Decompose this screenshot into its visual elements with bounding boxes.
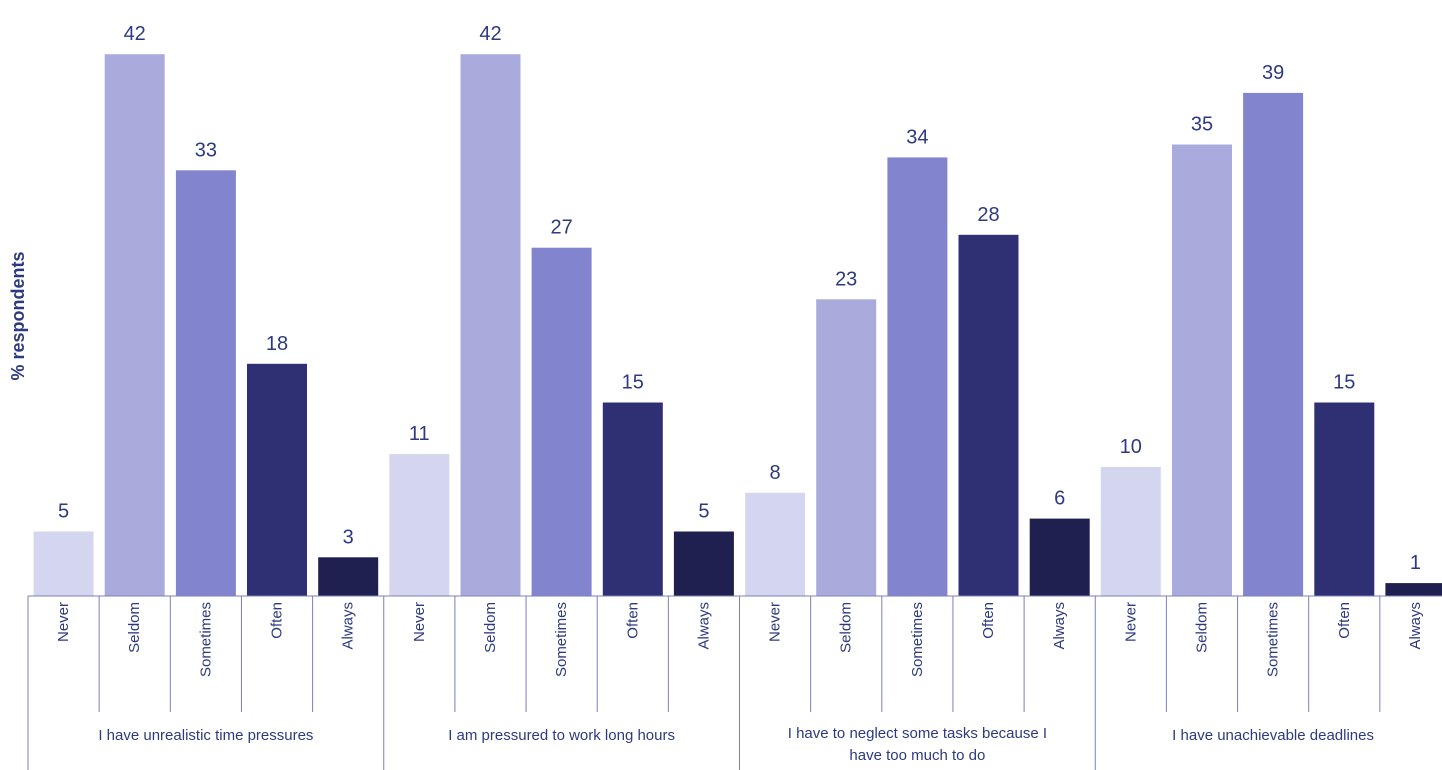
group-label: I have to neglect some tasks because I (788, 725, 1047, 742)
value-label: 35 (1191, 114, 1213, 136)
value-label: 28 (977, 204, 999, 226)
tick-label: Seldom (126, 602, 143, 653)
group-label: I have unrealistic time pressures (98, 727, 313, 744)
bar-always (1029, 518, 1090, 596)
tick-label: Often (624, 602, 641, 639)
value-label: 42 (124, 23, 146, 45)
tick-label: Always (340, 602, 357, 650)
tick-label: Often (269, 602, 286, 639)
tick-label: Never (411, 602, 428, 642)
bar-often (958, 234, 1019, 597)
y-axis-label: % respondents (8, 251, 28, 380)
bar-never (389, 454, 450, 596)
value-label: 1 (1410, 552, 1421, 574)
bar-always (318, 557, 379, 596)
tick-label: Seldom (482, 602, 499, 653)
value-label: 3 (343, 526, 354, 548)
value-label: 27 (550, 217, 572, 239)
tick-label: Never (1122, 602, 1139, 642)
value-labels-layer: 5 42 33 18 3 11 42 27 15 5 8 23 34 28 6 10 35 39 15 1 (58, 23, 1421, 574)
tick-label: Seldom (1194, 602, 1211, 653)
value-label: 10 (1120, 436, 1142, 458)
bar-sometimes (531, 247, 592, 596)
tick-label: Sometimes (197, 602, 214, 677)
bar-sometimes (1243, 92, 1304, 597)
value-label: 8 (770, 462, 781, 484)
value-label: 6 (1054, 488, 1065, 510)
value-label: 15 (1333, 372, 1355, 394)
bar-seldom (104, 54, 165, 596)
value-label: 11 (409, 423, 430, 445)
bar-never (1100, 467, 1161, 596)
tick-label: Sometimes (909, 602, 926, 677)
bar-sometimes (887, 157, 948, 596)
bar-sometimes (175, 170, 236, 597)
value-label: 5 (58, 501, 69, 523)
tick-label: Sometimes (1265, 602, 1282, 677)
value-label: 33 (195, 139, 217, 161)
tick-label: Seldom (838, 602, 855, 653)
bars-layer (33, 54, 1442, 597)
bar-often (602, 402, 663, 596)
bar-always (673, 531, 734, 596)
value-label: 23 (835, 268, 857, 290)
bar-often (247, 363, 307, 596)
value-label: 39 (1262, 62, 1284, 84)
x-axis-layer: Never Seldom Sometimes Often Always I have un… (27, 595, 1442, 770)
group-label: have too much to do (849, 747, 985, 764)
bar-seldom (460, 54, 521, 596)
bar-seldom (1172, 144, 1232, 596)
bar-never (745, 492, 806, 596)
value-label: 42 (479, 23, 501, 45)
bar-seldom (816, 299, 877, 596)
value-label: 34 (906, 126, 928, 148)
tick-label: Always (1051, 602, 1068, 650)
bar-often (1314, 402, 1375, 596)
tick-label: Always (695, 602, 712, 650)
value-label: 5 (698, 501, 709, 523)
value-label: 18 (266, 333, 288, 355)
tick-label: Never (55, 602, 72, 642)
tick-label: Often (980, 602, 997, 639)
group-label: I am pressured to work long hours (448, 727, 675, 744)
bar-never (33, 531, 94, 596)
group-label: I have unachievable deadlines (1172, 727, 1374, 744)
value-label: 15 (622, 372, 644, 394)
tick-label: Often (1336, 602, 1353, 639)
tick-label: Sometimes (553, 602, 570, 677)
tick-label: Never (767, 602, 784, 642)
tick-label: Always (1407, 602, 1424, 650)
bar-always (1385, 583, 1442, 596)
